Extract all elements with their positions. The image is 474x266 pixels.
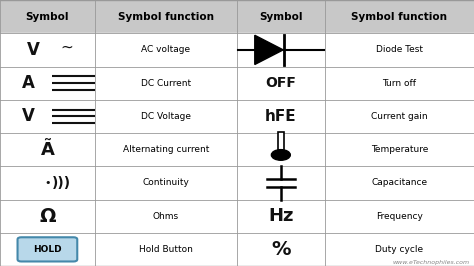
Text: Current gain: Current gain: [371, 112, 428, 121]
Text: •: •: [44, 178, 51, 188]
Text: DC Voltage: DC Voltage: [141, 112, 191, 121]
Text: Frequency: Frequency: [376, 212, 423, 221]
Text: HOLD: HOLD: [33, 245, 62, 254]
Text: AC voltage: AC voltage: [141, 45, 191, 54]
Text: %: %: [271, 240, 291, 259]
Text: Ohms: Ohms: [153, 212, 179, 221]
Circle shape: [271, 149, 290, 160]
Text: A: A: [22, 74, 35, 92]
Text: Continuity: Continuity: [143, 178, 189, 187]
Text: www.eTechnophiles.com: www.eTechnophiles.com: [392, 260, 469, 265]
Text: Symbol: Symbol: [259, 12, 302, 22]
Text: ))): ))): [52, 176, 71, 190]
Text: Hold Button: Hold Button: [139, 245, 193, 254]
FancyBboxPatch shape: [18, 237, 77, 261]
Text: Symbol function: Symbol function: [118, 12, 214, 22]
Text: DC Current: DC Current: [141, 79, 191, 88]
Text: Hz: Hz: [268, 207, 293, 225]
Text: Turn off: Turn off: [383, 79, 416, 88]
Text: Capacitance: Capacitance: [371, 178, 428, 187]
Polygon shape: [255, 35, 283, 65]
Text: Symbol function: Symbol function: [351, 12, 447, 22]
Text: Symbol: Symbol: [26, 12, 69, 22]
Text: Ω: Ω: [39, 207, 55, 226]
Text: Alternating current: Alternating current: [123, 145, 209, 154]
Text: Duty cycle: Duty cycle: [375, 245, 423, 254]
Text: ~: ~: [60, 40, 73, 55]
Text: OFF: OFF: [265, 76, 296, 90]
Text: Diode Test: Diode Test: [376, 45, 423, 54]
Bar: [278, 132, 284, 152]
Text: Temperature: Temperature: [371, 145, 428, 154]
Text: V: V: [22, 107, 35, 125]
Text: hFE: hFE: [265, 109, 297, 124]
Text: V: V: [27, 41, 40, 59]
Text: Ã: Ã: [40, 141, 55, 159]
